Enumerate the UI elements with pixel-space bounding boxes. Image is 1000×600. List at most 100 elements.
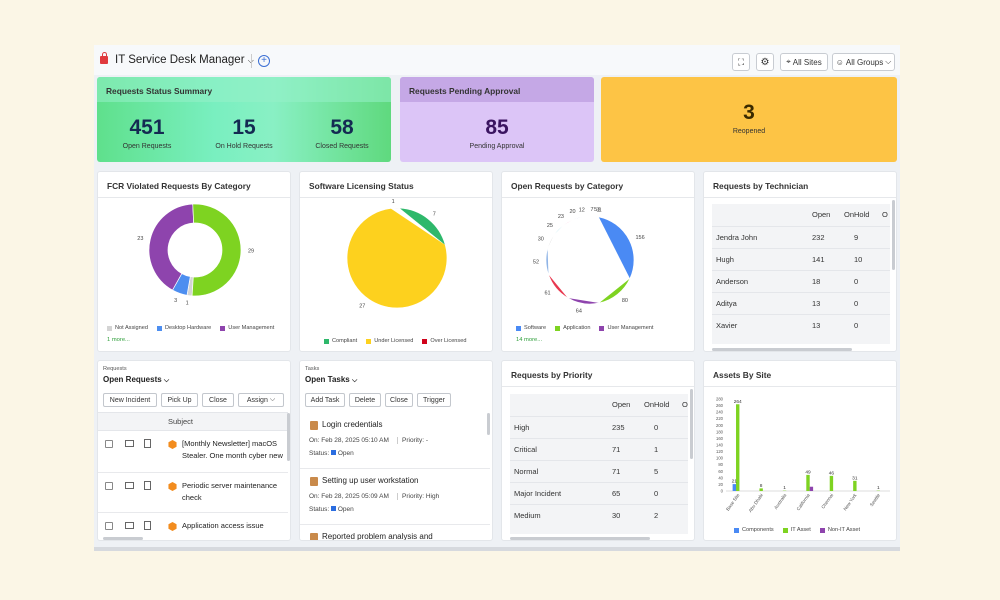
horizontal-scrollbar[interactable]	[712, 348, 852, 351]
pie-slice[interactable]	[553, 225, 563, 235]
task-title[interactable]: Reported problem analysis and	[322, 532, 433, 541]
table-row[interactable]: Periodic server maintenance check	[98, 473, 288, 513]
add-task-button[interactable]: Add Task	[305, 393, 345, 407]
table-row[interactable]: Aditya 13 0	[712, 291, 890, 314]
request-subject[interactable]: [Monthly Newsletter] macOS	[182, 439, 278, 448]
bar[interactable]	[853, 480, 857, 491]
table-row[interactable]: Normal 71 5	[510, 459, 688, 482]
pending-approval-card[interactable]: Requests Pending Approval 85 Pending Appr…	[400, 77, 594, 162]
row-checkbox[interactable]	[105, 522, 113, 530]
table-row[interactable]: Hugh 141 10	[712, 247, 890, 270]
new-incident-button[interactable]: New Incident	[103, 393, 157, 407]
task-title[interactable]: Login credentials	[322, 420, 383, 429]
row-checkbox[interactable]	[105, 440, 113, 448]
pie-slice[interactable]	[399, 207, 446, 246]
column-header[interactable]: Open	[812, 210, 831, 220]
delete-button[interactable]: Delete	[349, 393, 381, 407]
pie-slice[interactable]	[567, 297, 600, 305]
table-row[interactable]: Medium 30 2	[510, 503, 688, 526]
vertical-scrollbar[interactable]	[690, 389, 693, 459]
bar[interactable]	[736, 404, 740, 491]
legend-item[interactable]: Under Licensed	[366, 338, 413, 344]
bar[interactable]	[759, 488, 763, 491]
pie-slice[interactable]	[548, 274, 568, 299]
fullscreen-button[interactable]: ⛶	[732, 53, 750, 71]
column-header[interactable]: OnHold	[644, 400, 670, 410]
table-row[interactable]: Anderson 18 0	[712, 269, 890, 292]
legend-item[interactable]: Over Licensed	[422, 338, 466, 344]
legend-item[interactable]: IT Asset	[782, 527, 811, 533]
table-row[interactable]: [Monthly Newsletter] macOS Stealer. One …	[98, 431, 288, 473]
pie-slice[interactable]	[191, 203, 242, 297]
task-item[interactable]: Login credentials On: Feb 28, 2025 05:10…	[300, 417, 490, 469]
pie-slice[interactable]	[598, 216, 635, 279]
horizontal-scrollbar[interactable]	[103, 537, 143, 540]
vertical-scrollbar[interactable]	[892, 200, 895, 270]
pending-approval-stat[interactable]: 85 Pending Approval	[457, 116, 537, 150]
requests-view-selector[interactable]: Open Requests ⌵	[103, 375, 169, 385]
pie-slice[interactable]	[582, 215, 589, 217]
tasks-view-selector[interactable]: Open Tasks ⌵	[305, 375, 357, 385]
legend-item[interactable]: Non-IT Asset	[819, 527, 860, 533]
open-requests-stat[interactable]: 451 Open Requests	[107, 116, 187, 150]
group-selector[interactable]: ☺ All Groups ⌵	[832, 53, 895, 71]
legend-item[interactable]: Desktop Hardware	[156, 325, 211, 331]
pie-slice[interactable]	[148, 203, 195, 291]
pie-slice[interactable]	[346, 208, 448, 309]
vertical-scrollbar[interactable]	[287, 413, 290, 461]
row-checkbox[interactable]	[105, 482, 113, 490]
column-header[interactable]: O	[882, 210, 888, 220]
legend-item[interactable]: Compliant	[324, 338, 357, 344]
table-row[interactable]: Critical 71 1	[510, 437, 688, 460]
pie-slice[interactable]	[545, 248, 549, 275]
reopened-card[interactable]: 3 Reopened	[601, 77, 897, 162]
trigger-button[interactable]: Trigger	[417, 393, 451, 407]
vertical-scrollbar[interactable]	[487, 413, 490, 435]
app-switcher[interactable]: IT Service Desk Manager ⌵	[115, 54, 254, 66]
close-button[interactable]: Close	[385, 393, 413, 407]
table-row[interactable]: Jendra John 232 9	[712, 225, 890, 248]
task-item[interactable]: Reported problem analysis and	[300, 529, 490, 541]
table-row[interactable]: Major Incident 65 0	[510, 481, 688, 504]
closed-requests-stat[interactable]: 58 Closed Requests	[302, 116, 382, 150]
legend-item[interactable]: User Management	[220, 325, 274, 331]
reopened-stat[interactable]: 3 Reopened	[709, 101, 789, 135]
pie-slice[interactable]	[547, 234, 555, 249]
task-title[interactable]: Setting up user workstation	[322, 476, 419, 485]
bar[interactable]	[732, 484, 737, 491]
bar[interactable]	[809, 486, 814, 491]
pick-up-button[interactable]: Pick Up	[161, 393, 198, 407]
category-pie-chart[interactable]: 156 80 64 61 52 30 25 23 20 12 7 5 321	[502, 198, 695, 318]
fcr-donut-chart[interactable]: 1 3 23 29	[98, 198, 291, 318]
assign-button[interactable]: Assign ⌵	[238, 393, 284, 407]
bar[interactable]	[806, 474, 810, 491]
horizontal-scrollbar[interactable]	[510, 537, 650, 540]
requests-status-summary[interactable]: Requests Status Summary 451 Open Requests…	[97, 77, 391, 162]
legend-item[interactable]: Not Assigned	[107, 325, 148, 331]
table-row[interactable]: Application access issue	[98, 513, 288, 535]
column-header[interactable]: OnHold	[844, 210, 870, 220]
table-row[interactable]: High 235 0	[510, 415, 688, 438]
legend-item[interactable]: Application	[555, 325, 590, 331]
request-subject[interactable]: Application access issue	[182, 521, 264, 530]
task-item[interactable]: Setting up user workstation On: Feb 28, …	[300, 473, 490, 525]
legend-item[interactable]: User Management	[599, 325, 653, 331]
request-subject[interactable]: Periodic server maintenance	[182, 481, 278, 490]
column-header[interactable]: Open	[612, 400, 631, 410]
pie-slice[interactable]	[562, 219, 573, 226]
fcr-more-link[interactable]: 1 more...	[107, 337, 130, 343]
on-hold-requests-stat[interactable]: 15 On Hold Requests	[204, 116, 284, 150]
legend-item[interactable]: Software	[516, 325, 546, 331]
column-header[interactable]: O	[682, 400, 688, 410]
pie-slice[interactable]	[572, 216, 583, 220]
site-selector[interactable]: ⌖ All Sites	[780, 53, 828, 71]
category-more-link[interactable]: 14 more...	[516, 337, 543, 343]
bar[interactable]	[829, 475, 834, 491]
legend-item[interactable]: Components	[734, 527, 774, 533]
subject-column-header[interactable]: Subject	[168, 417, 194, 426]
close-button[interactable]: Close	[202, 393, 234, 407]
settings-button[interactable]: ⚙	[756, 53, 774, 71]
licensing-pie-chart[interactable]: 7 27 1	[300, 198, 493, 328]
add-circle-icon[interactable]: +	[258, 55, 270, 67]
